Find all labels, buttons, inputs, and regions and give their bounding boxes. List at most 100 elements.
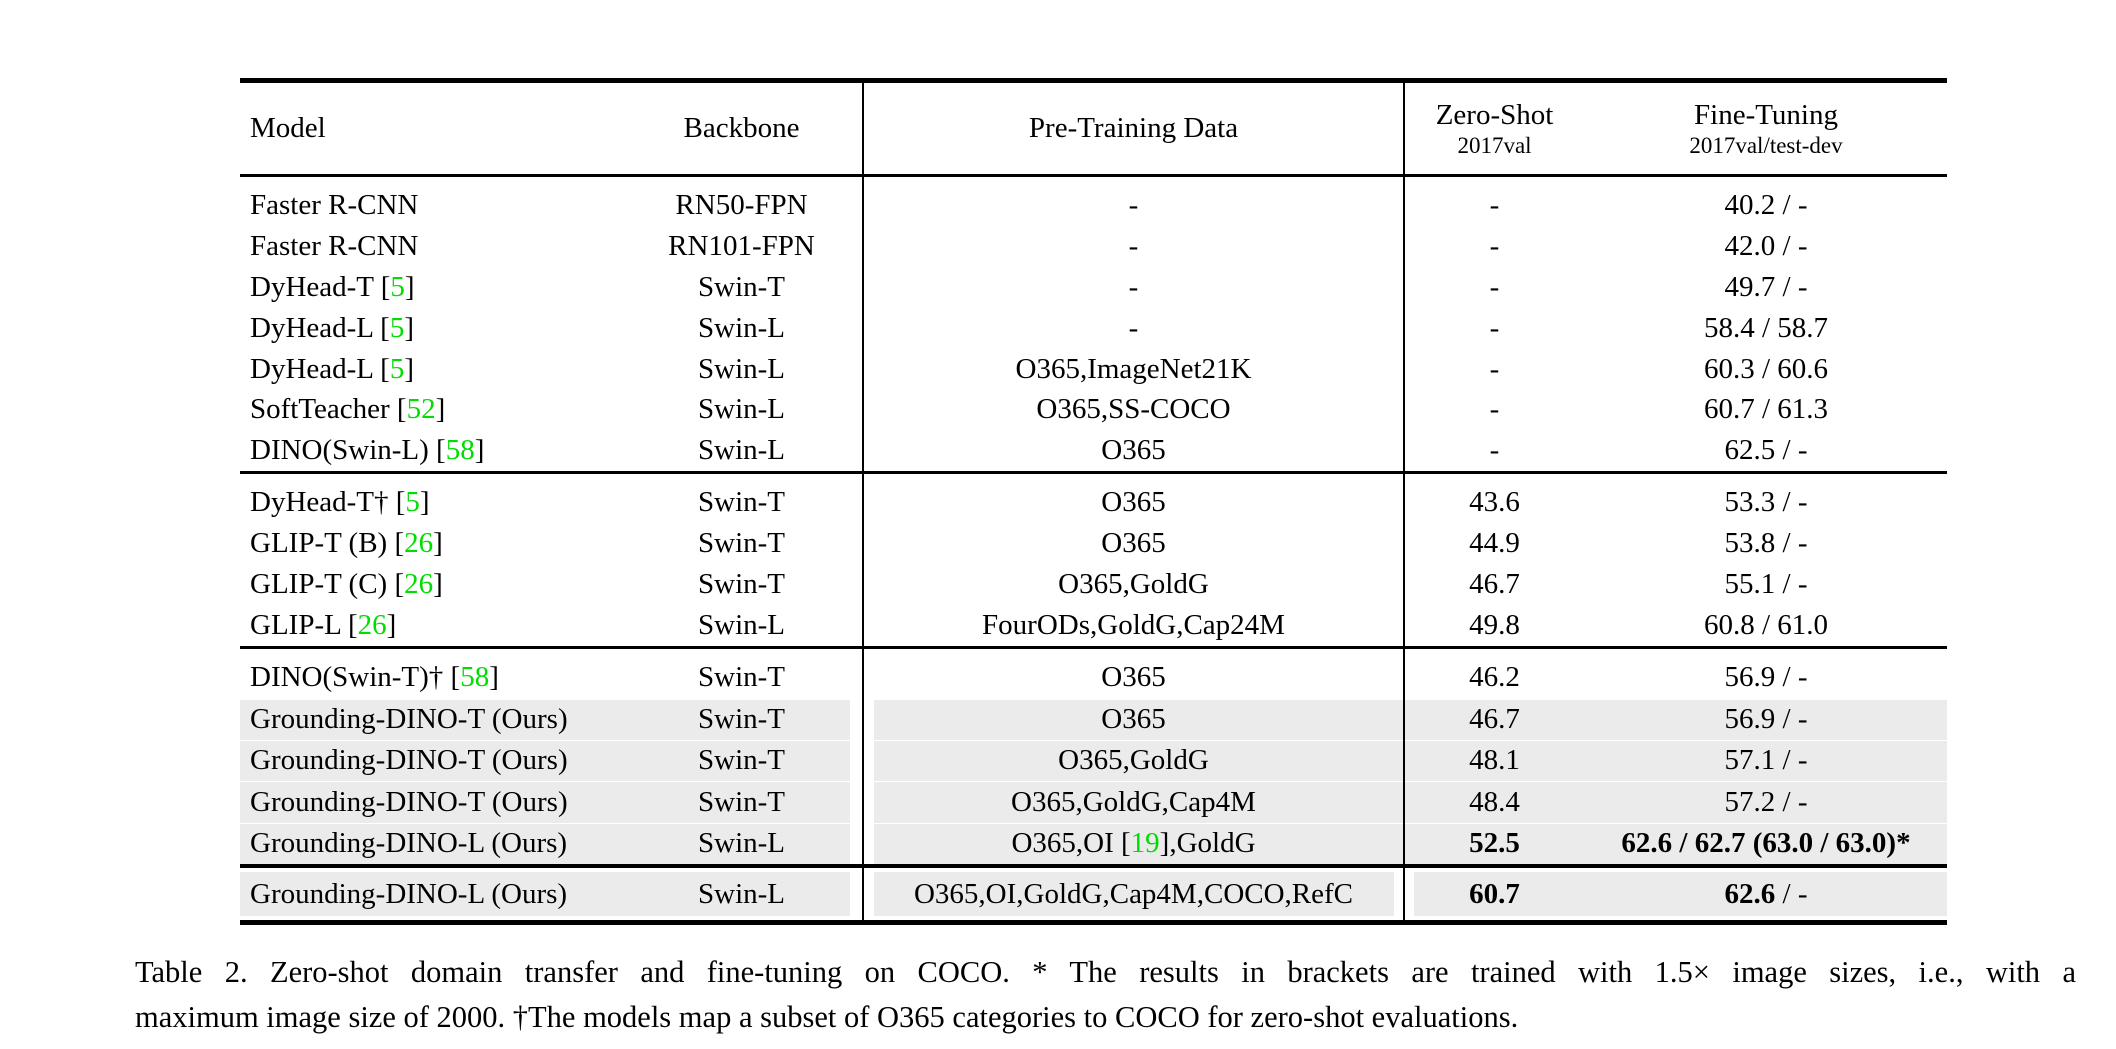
- cell-pretraining-data: O365,GoldG: [1058, 568, 1209, 601]
- caption-line-2: maximum image size of 2000. †The models …: [135, 1000, 1519, 1034]
- fine-tuning-sublabel: 2017val/test-dev: [1689, 133, 1843, 159]
- cell-model: Grounding-DINO-L (Ours): [250, 877, 568, 910]
- table-caption: Table 2. Zero-shot domain transfer and f…: [135, 950, 2076, 1040]
- cell-pretraining-data: O365: [1101, 702, 1166, 735]
- cell-pretraining-data: -: [1128, 229, 1139, 262]
- row-highlight: [874, 782, 1947, 823]
- table-row: DyHead-T [5] Swin-T - - 49.7 / -: [240, 267, 1947, 308]
- cell-fine-tuning-ap: 55.1 / -: [1724, 568, 1808, 601]
- cell-model: Grounding-DINO-T (Ours): [250, 785, 568, 818]
- table-bottom-rule: [240, 920, 1947, 926]
- citation-number: 5: [389, 311, 405, 344]
- citation-number: 5: [405, 486, 420, 519]
- cell-zero-shot-ap: 48.1: [1469, 744, 1520, 777]
- cell-fine-tuning-ap: 53.3 / -: [1724, 486, 1808, 519]
- cell-pretraining-data: O365,ImageNet21K: [1015, 352, 1252, 385]
- cell-fine-tuning-ap: 62.5 / -: [1724, 434, 1808, 467]
- cell-model: GLIP-T (B) [26]: [250, 527, 443, 560]
- column-header-model: Model: [250, 112, 326, 144]
- cell-model: Faster R-CNN: [250, 188, 419, 221]
- fine-tuning-label: Fine-Tuning: [1694, 98, 1838, 131]
- section-rule: [240, 646, 1947, 650]
- cell-pretraining-data: O365,OI,GoldG,Cap4M,COCO,RefC: [913, 877, 1354, 910]
- cell-backbone: Swin-L: [698, 609, 785, 642]
- cell-backbone: Swin-T: [698, 270, 785, 303]
- cell-model: DyHead-L [5]: [250, 352, 415, 385]
- column-header-zero-shot: Zero-Shot 2017val: [1404, 98, 1585, 159]
- cell-backbone: Swin-T: [698, 486, 785, 519]
- cell-zero-shot-ap: 49.8: [1469, 609, 1520, 642]
- table-row: SoftTeacher [52] Swin-L O365,SS-COCO - 60.7 …: [240, 389, 1947, 430]
- table-row: DyHead-T† [5] Swin-T O365 43.6 53.3 / -: [240, 482, 1947, 523]
- table-row: Grounding-DINO-T (Ours) Swin-T O365,GoldG,…: [240, 781, 1947, 823]
- cell-backbone: Swin-T: [698, 661, 785, 694]
- cell-zero-shot-ap: -: [1489, 229, 1500, 262]
- cell-pretraining-data: FourODs,GoldG,Cap24M: [982, 609, 1285, 642]
- column-divider-backbone-pretrain: [862, 83, 864, 925]
- cell-backbone: Swin-L: [698, 352, 785, 385]
- cell-model: GLIP-L [26]: [250, 609, 397, 642]
- cell-pretraining-data: -: [1128, 270, 1139, 303]
- column-divider-pretrain-zeroshot: [1403, 83, 1405, 925]
- cell-zero-shot-ap: 44.9: [1469, 527, 1520, 560]
- cell-zero-shot-ap: 43.6: [1469, 486, 1520, 519]
- section-rule: [240, 864, 1947, 869]
- cell-backbone: Swin-L: [698, 311, 785, 344]
- table-row: DINO(Swin-T)† [58] Swin-T O365 46.2 56.9 / -: [240, 657, 1947, 698]
- cell-fine-tuning-ap: 49.7 / -: [1724, 270, 1808, 303]
- cell-pretraining-data: -: [1128, 188, 1139, 221]
- table-row: GLIP-T (B) [26] Swin-T O365 44.9 53.8 / -: [240, 523, 1947, 564]
- cell-fine-tuning-ap: 57.1 / -: [1724, 744, 1808, 777]
- row-highlight: [874, 823, 1947, 865]
- cell-backbone: RN50-FPN: [675, 188, 808, 221]
- table-section-supervised: Faster R-CNN RN50-FPN - - 40.2 / - Faster R-C…: [240, 177, 1947, 471]
- cell-backbone: Swin-T: [698, 527, 785, 560]
- table-row: Grounding-DINO-L (Ours) Swin-L O365,OI [19…: [240, 823, 1947, 865]
- cell-pretraining-data: O365: [1101, 527, 1166, 560]
- cell-backbone: Swin-L: [698, 434, 785, 467]
- cell-pretraining-data: -: [1128, 311, 1139, 344]
- table-row: DyHead-L [5] Swin-L O365,ImageNet21K - 60.3 …: [240, 349, 1947, 390]
- zero-shot-sublabel: 2017val: [1457, 133, 1532, 159]
- column-header-fine-tuning: Fine-Tuning 2017val/test-dev: [1585, 98, 1947, 159]
- citation-number: 5: [390, 270, 405, 303]
- table-row: DINO(Swin-L) [58] Swin-L O365 - 62.5 / -: [240, 430, 1947, 471]
- citation-number: 52: [406, 393, 436, 426]
- table-row: Grounding-DINO-L (Ours) Swin-L O365,OI,Gol…: [240, 868, 1947, 920]
- cell-fine-tuning-ap: 60.7 / 61.3: [1703, 393, 1829, 426]
- row-highlight: [240, 699, 850, 741]
- results-table: Model Backbone Pre-Training Data Zero-Sh…: [240, 78, 1947, 926]
- cell-zero-shot-ap: 48.4: [1469, 785, 1520, 818]
- table-section-grounding-dino-full-data: Grounding-DINO-L (Ours) Swin-L O365,OI,Gol…: [240, 868, 1947, 920]
- cell-model: SoftTeacher [52]: [250, 393, 446, 426]
- column-header-backbone: Backbone: [683, 112, 800, 144]
- cell-pretraining-data: O365: [1101, 486, 1166, 519]
- citation-number: 19: [1130, 826, 1160, 859]
- row-highlight: [874, 699, 1947, 741]
- cell-fine-tuning-ap: 40.2 / -: [1724, 188, 1808, 221]
- column-header-pretraining-data: Pre-Training Data: [1028, 112, 1239, 144]
- table-row: Grounding-DINO-T (Ours) Swin-T O365 46.7 56.…: [240, 699, 1947, 741]
- cell-zero-shot-ap: 46.2: [1469, 661, 1520, 694]
- citation-number: 26: [404, 568, 434, 601]
- cell-model: Grounding-DINO-L (Ours): [250, 826, 568, 859]
- row-highlight: [874, 872, 1394, 917]
- cell-fine-tuning-ap: 62.6 / -: [1724, 877, 1808, 910]
- cell-pretraining-data: O365: [1101, 661, 1166, 694]
- cell-zero-shot-ap: -: [1489, 311, 1500, 344]
- table-row: Faster R-CNN RN50-FPN - - 40.2 / -: [240, 185, 1947, 226]
- cell-fine-tuning-ap: 42.0 / -: [1724, 229, 1808, 262]
- zero-shot-label: Zero-Shot: [1435, 98, 1554, 131]
- row-highlight: [240, 823, 850, 865]
- cell-backbone: Swin-L: [698, 826, 785, 859]
- table-section-grounding-dino: DINO(Swin-T)† [58] Swin-T O365 46.2 56.9 / -…: [240, 649, 1947, 865]
- cell-fine-tuning-ap: 56.9 / -: [1724, 661, 1808, 694]
- cell-fine-tuning-ap: 58.4 / 58.7: [1703, 311, 1829, 344]
- cell-model: Faster R-CNN: [250, 229, 419, 262]
- cell-zero-shot-ap: 60.7: [1469, 877, 1520, 910]
- table-section-zero-shot-baselines: DyHead-T† [5] Swin-T O365 43.6 53.3 / - GLIP-…: [240, 474, 1947, 646]
- section-rule: [240, 471, 1947, 475]
- cell-model: DyHead-T† [5]: [250, 486, 430, 519]
- cell-zero-shot-ap: 46.7: [1469, 568, 1520, 601]
- citation-number: 58: [460, 661, 490, 694]
